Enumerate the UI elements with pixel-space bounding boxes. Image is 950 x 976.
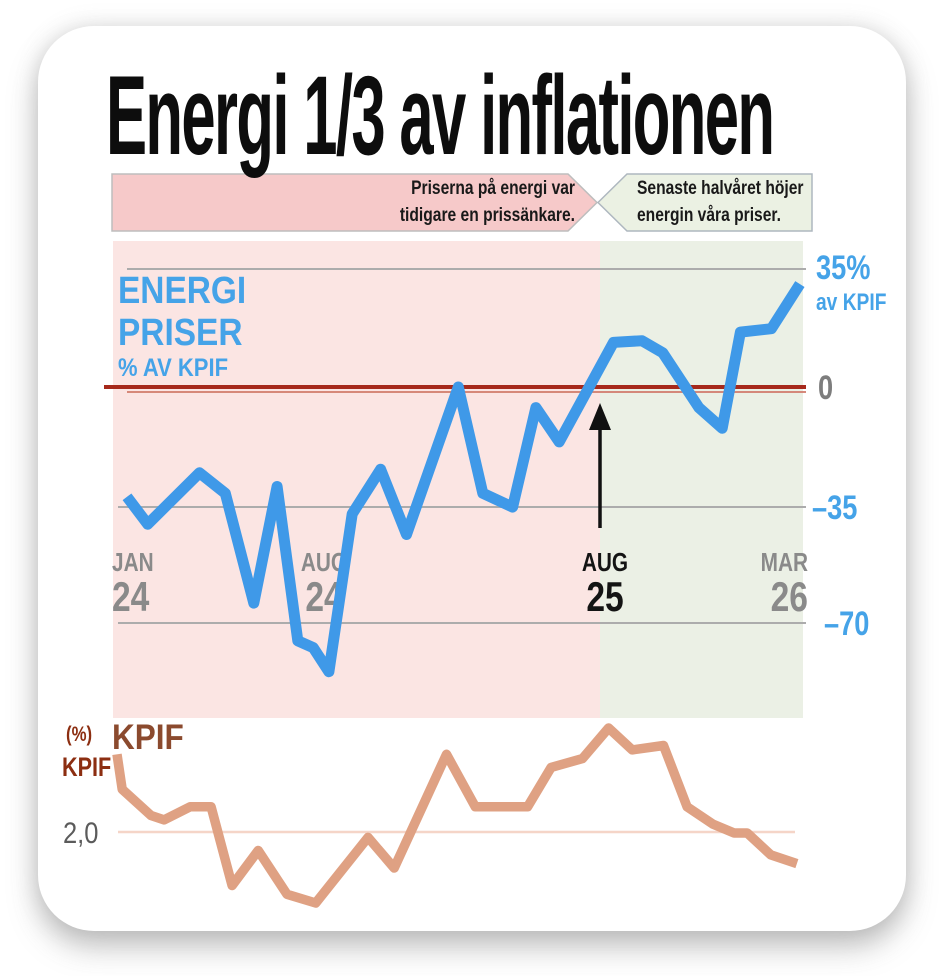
kpif-title: KPIF [112,718,184,757]
y-label-minus35: –35 [812,489,858,527]
kpif-tick-label: 2,0 [63,817,99,850]
past-callout-text: Priserna på energi var tidigare en priss… [307,175,575,229]
x-label-jan24-year: 24 [112,573,150,620]
y-label-minus70: –70 [824,605,870,643]
recent-callout-line2: energin våra priser. [637,204,781,226]
past-callout-line1: Priserna på energi var [411,177,575,199]
kpif-unit-label: (%) [66,723,93,746]
x-label-aug25-month: AUG [581,547,629,577]
x-label-aug24-month: AUG [300,547,348,577]
energy-label-line3: % AV KPIF [118,354,229,382]
x-label-mar26-month: MAR [760,547,808,577]
page-title: Energi 1/3 av inflationen [106,53,775,178]
kpif-axis-label: KPIF [62,752,112,782]
x-label-jan24: JAN 24 [112,548,154,618]
x-label-jan24-month: JAN [112,547,154,577]
y-label-0: 0 [818,369,834,407]
x-label-aug24-year: 24 [305,573,343,620]
past-callout-line2: tidigare en prissänkare. [399,204,575,226]
x-label-mar26-year: 26 [770,573,808,620]
y-label-35: 35% [816,249,871,287]
energy-label-line1: ENERGI [118,270,247,312]
x-label-aug25: AUG 25 [581,548,629,618]
recent-callout-line1: Senaste halvåret höjer [637,177,804,199]
energy-label-line2: PRISER [118,312,243,354]
x-label-aug24: AUG 24 [300,548,348,618]
x-label-aug25-year: 25 [586,573,624,620]
recent-callout-text: Senaste halvåret höjer energin våra pris… [637,175,804,229]
x-label-mar26: MAR 26 [760,548,808,618]
y-label-avkpif: av KPIF [816,289,887,316]
